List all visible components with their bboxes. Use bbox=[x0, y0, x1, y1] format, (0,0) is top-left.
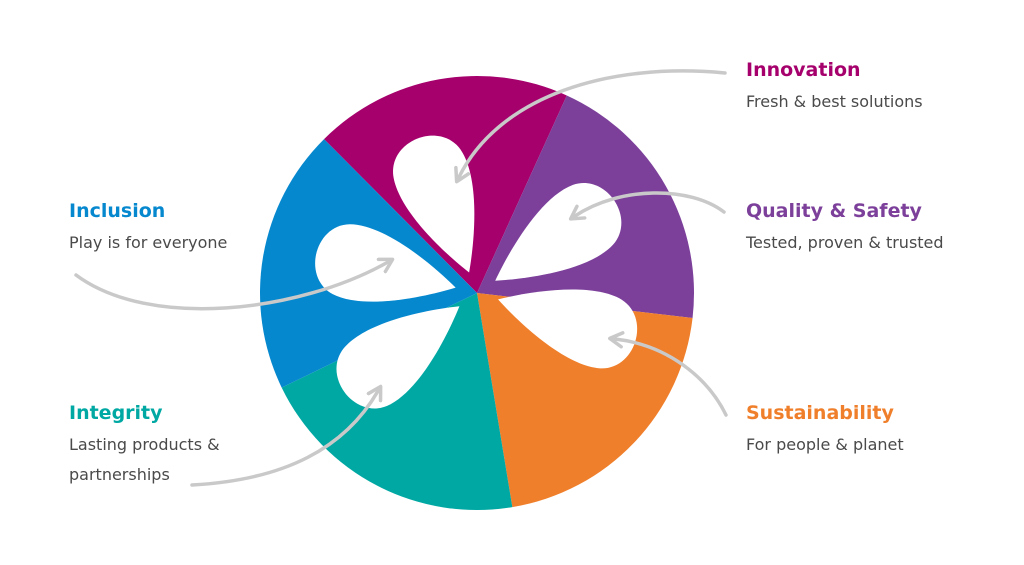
value-title: Innovation bbox=[746, 59, 861, 81]
petal bbox=[336, 306, 460, 409]
arrow bbox=[454, 69, 727, 184]
value-title: Sustainability bbox=[746, 402, 895, 424]
arrow bbox=[608, 331, 728, 417]
value-description: Tested, proven & trusted bbox=[745, 233, 944, 252]
value-title: Integrity bbox=[69, 402, 163, 424]
arrow bbox=[74, 257, 395, 311]
arrow bbox=[568, 191, 726, 221]
petals bbox=[315, 135, 638, 409]
labels: Innovation Fresh & best solutions Quality … bbox=[69, 59, 944, 484]
value-description: Lasting products & bbox=[69, 435, 220, 454]
value-description: Play is for everyone bbox=[69, 233, 227, 252]
value-title: Quality & Safety bbox=[746, 200, 923, 222]
wheel-segment bbox=[281, 293, 513, 510]
value-description: partnerships bbox=[69, 465, 170, 484]
arrow bbox=[190, 384, 383, 487]
petal bbox=[498, 289, 638, 369]
value-title: Inclusion bbox=[69, 200, 165, 222]
petal bbox=[393, 135, 475, 273]
wheel bbox=[259, 76, 695, 510]
arrows bbox=[74, 69, 728, 487]
value-description: For people & planet bbox=[746, 435, 904, 454]
value-description: Fresh & best solutions bbox=[746, 92, 923, 111]
wheel-segment bbox=[477, 293, 693, 508]
